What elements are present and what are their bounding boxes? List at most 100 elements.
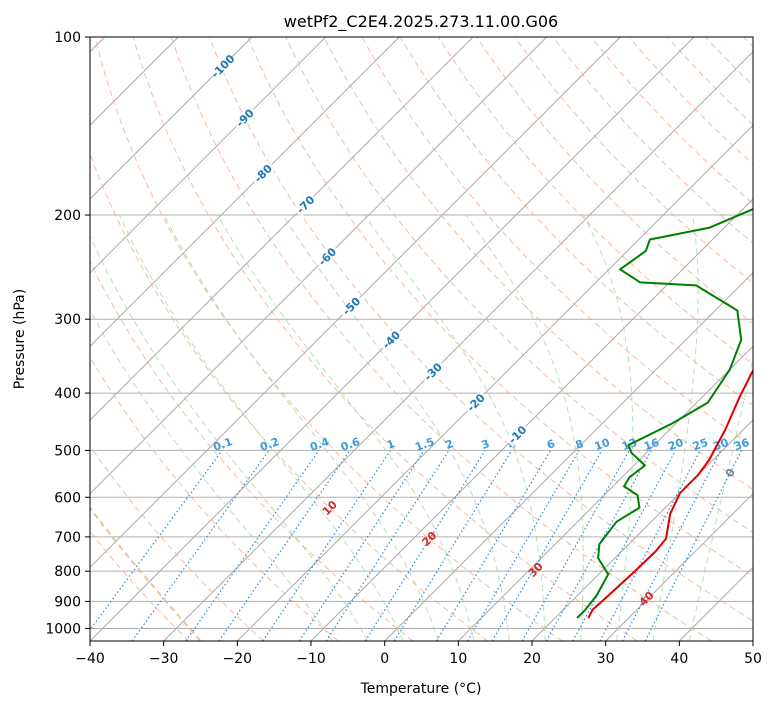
mixing-ratio-line — [131, 450, 270, 641]
x-tick-label: 50 — [744, 651, 762, 667]
moist-adiabat-line — [119, 214, 404, 641]
mixing-ratio-line — [364, 450, 486, 641]
y-tick-label: 700 — [54, 530, 81, 546]
dry-adiabat-line — [476, 37, 753, 325]
plot-frame — [89, 36, 754, 642]
isotherm-line — [605, 492, 753, 641]
plot-background — [90, 37, 753, 641]
isotherm-line — [90, 37, 621, 569]
y-tick-label: 800 — [54, 564, 81, 580]
isotherm-line — [457, 345, 753, 641]
mixing-ratio-label: 0.4 — [308, 435, 331, 454]
x-tick-label: 0 — [380, 651, 389, 667]
mixing-ratio-label: 1.5 — [413, 435, 436, 454]
x-tick-label: −30 — [149, 651, 179, 667]
isotherm-line — [236, 124, 753, 641]
mixing-ratio-label: 10 — [593, 436, 612, 454]
mixing-ratio-label: 0.2 — [258, 435, 281, 454]
isotherm-line — [90, 37, 400, 348]
isotherm-line — [163, 50, 753, 641]
y-tick-label: 100 — [54, 30, 81, 46]
isotherm-label-bg — [463, 389, 489, 416]
mixing-ratio-label: 1 — [385, 437, 397, 452]
isotherm-line — [384, 271, 753, 641]
isotherm-label-bg — [378, 327, 404, 353]
dewpoint-profile — [576, 208, 753, 619]
isotherm-line — [90, 37, 548, 495]
dry-adiabat-line — [247, 37, 753, 577]
dry-adiabat-line — [361, 37, 753, 448]
dry-adiabat-line — [628, 37, 753, 165]
y-tick-label: 200 — [54, 208, 81, 224]
x-tick-label: 40 — [670, 651, 688, 667]
moist-adiabat-line — [217, 214, 475, 641]
x-axis-title: Temperature (°C) — [360, 681, 482, 697]
y-tick-label: 300 — [54, 312, 81, 328]
isotherm-label-bg — [338, 293, 365, 319]
isotherm-label-bg — [250, 160, 276, 187]
isotherm-line — [90, 37, 327, 274]
x-tick-label: 20 — [523, 651, 541, 667]
moist-adiabat-line — [363, 214, 546, 641]
saturated-adiabat-bold — [90, 506, 202, 641]
x-tick-label: −40 — [75, 651, 105, 667]
dry-adiabat-line — [90, 260, 414, 641]
mixing-ratio-label: 16 — [642, 436, 661, 454]
moist-adiabat-line — [90, 309, 333, 641]
y-tick-label: 500 — [54, 443, 81, 459]
dry-adiabat-line — [399, 37, 753, 407]
mixing-ratio-label: 36 — [732, 436, 751, 454]
mixing-ratio-line — [572, 450, 677, 641]
mixing-ratio-label: 25 — [691, 436, 710, 453]
moist-adiabat-line — [282, 214, 510, 641]
mixing-ratio-label: 0.6 — [339, 435, 362, 454]
y-tick-label: 400 — [54, 386, 81, 402]
mixing-ratio-label: 20 — [666, 436, 685, 454]
mixing-ratio-line — [435, 450, 552, 641]
isotherm-line — [90, 37, 474, 421]
isotherm-line — [752, 640, 753, 641]
dry-adiabat-line — [170, 37, 712, 641]
mixing-ratio-line — [185, 450, 320, 641]
moist-adiabat-line — [465, 214, 584, 641]
mixing-ratio-line — [218, 450, 351, 641]
mixing-ratio-label: 8 — [574, 437, 586, 452]
moist-adiabat-line — [90, 234, 369, 641]
chart-title: wetPf2_C2E4.2025.273.11.00.G06 — [284, 12, 558, 32]
x-tick-label: 10 — [449, 651, 467, 667]
y-tick-label: 600 — [54, 490, 81, 506]
mixing-ratio-line — [521, 450, 630, 641]
x-tick-label: −20 — [223, 651, 253, 667]
y-tick-label: 1000 — [45, 621, 81, 637]
mixing-ratio-line — [393, 450, 513, 641]
moist-adiabat-line — [163, 214, 439, 641]
dry-adiabat-line — [514, 37, 753, 284]
isotherm-label-bg — [210, 53, 236, 79]
x-tick-label: 30 — [597, 651, 615, 667]
dry-adiabat-line — [132, 37, 638, 641]
y-tick-label: 900 — [54, 594, 81, 610]
y-axis-title: Pressure (hPa) — [12, 289, 28, 389]
mixing-ratio-line — [325, 450, 450, 641]
mixing-ratio-label: 2 — [444, 437, 456, 452]
moist-adiabat-line — [582, 214, 634, 641]
x-tick-label: −10 — [296, 651, 326, 667]
dry-adiabat-line — [90, 445, 264, 641]
mixing-ratio-label: 6 — [545, 437, 557, 452]
mixing-ratio-label: 0.1 — [211, 435, 234, 454]
isotherm-line — [531, 419, 753, 641]
isotherm-label-bg — [504, 421, 531, 448]
isotherm-label-bg — [314, 243, 340, 270]
moist-adiabat-line — [652, 214, 699, 641]
mixing-ratio-line — [466, 450, 580, 641]
isotherm-label-bg — [292, 191, 319, 218]
isotherm-label-bg — [232, 105, 258, 131]
mixing-ratio-label: 3 — [480, 437, 492, 452]
mixing-ratio-line — [491, 450, 603, 641]
mixing-ratio-line — [90, 450, 223, 631]
mixing-ratio-label: 30 — [711, 436, 730, 454]
isotherm-line — [90, 37, 253, 200]
temperature-profile — [587, 368, 753, 619]
dry-adiabat-line — [323, 37, 753, 491]
